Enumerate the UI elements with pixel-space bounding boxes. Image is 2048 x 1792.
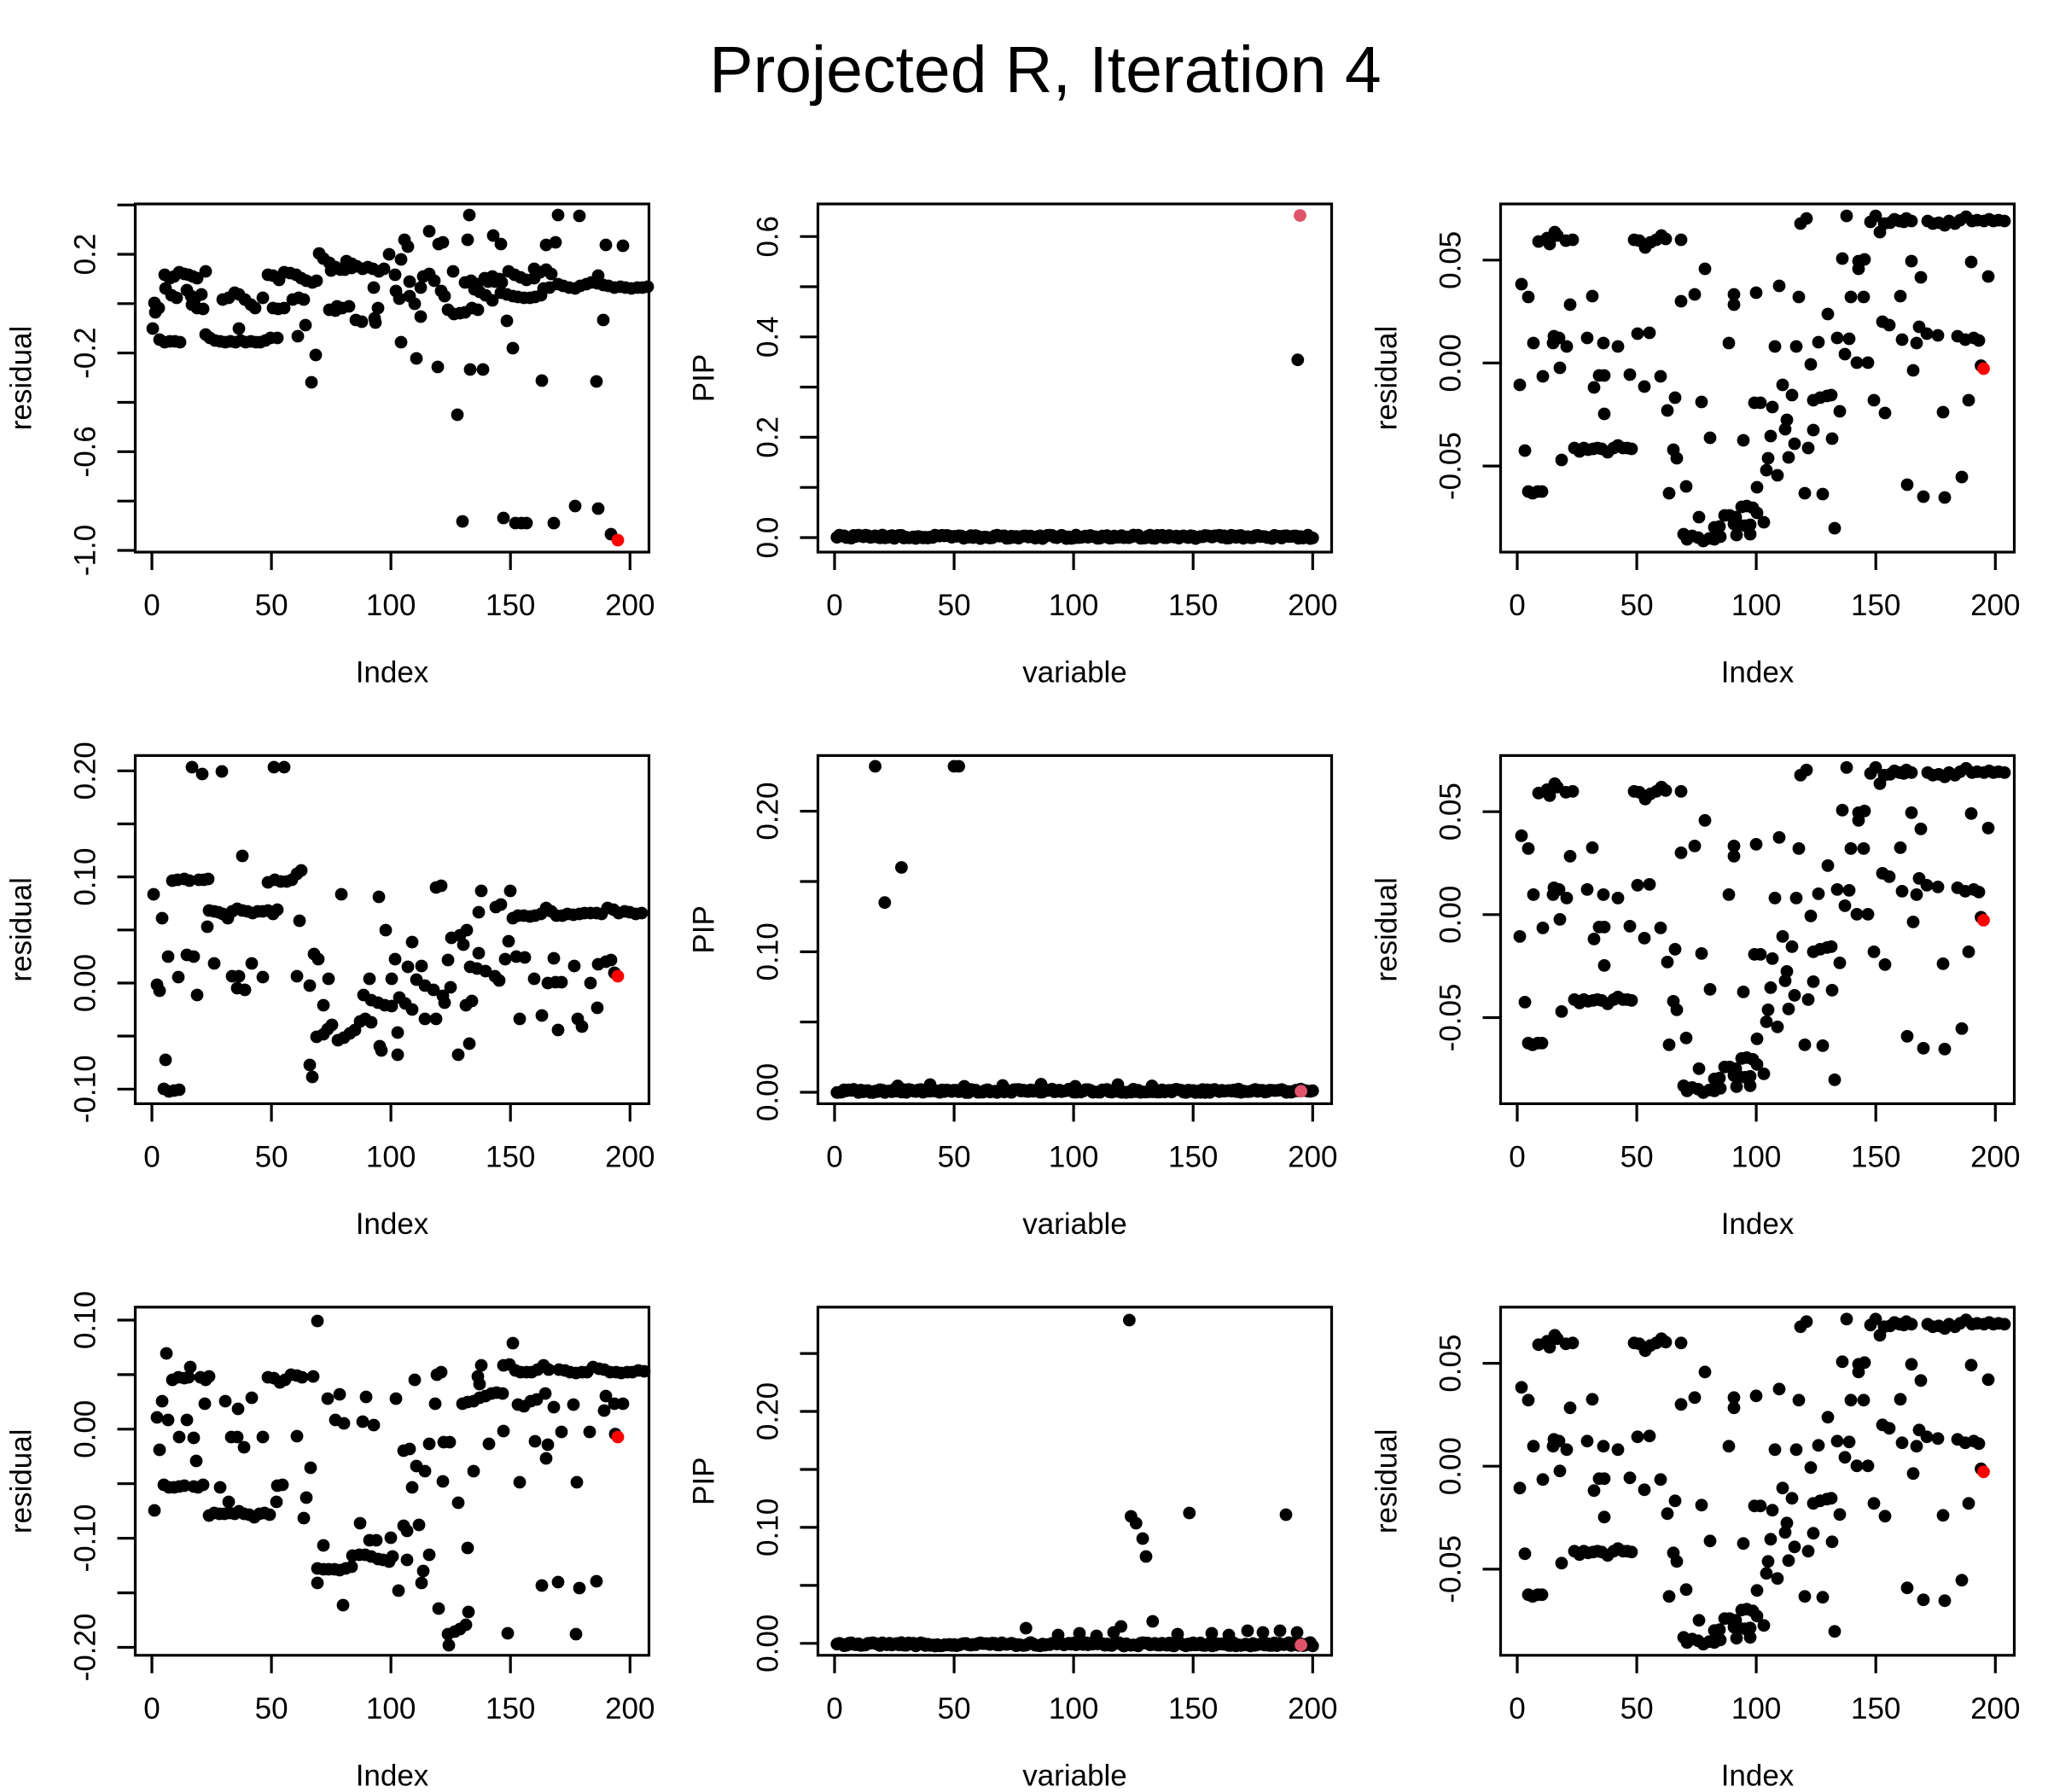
- svg-text:50: 50: [255, 1140, 288, 1173]
- svg-text:150: 150: [1168, 589, 1218, 622]
- svg-text:0: 0: [826, 1140, 842, 1173]
- svg-text:0.0: 0.0: [752, 517, 785, 559]
- svg-text:residual: residual: [1370, 1429, 1404, 1534]
- svg-text:0.00: 0.00: [752, 1615, 785, 1673]
- svg-text:150: 150: [1851, 1140, 1900, 1173]
- svg-text:150: 150: [486, 589, 535, 622]
- svg-text:0: 0: [143, 1140, 160, 1173]
- svg-text:50: 50: [938, 1140, 971, 1173]
- svg-text:50: 50: [938, 589, 971, 622]
- svg-text:0: 0: [826, 1692, 842, 1725]
- svg-text:200: 200: [605, 1692, 655, 1725]
- svg-text:residual: residual: [5, 877, 38, 982]
- svg-text:residual: residual: [1370, 326, 1404, 431]
- svg-text:200: 200: [1970, 1692, 2020, 1725]
- svg-text:0.00: 0.00: [1434, 886, 1468, 944]
- svg-text:200: 200: [1970, 1140, 2020, 1173]
- svg-text:200: 200: [605, 1140, 655, 1173]
- svg-text:100: 100: [1731, 1140, 1781, 1173]
- svg-text:100: 100: [366, 589, 416, 622]
- svg-text:residual: residual: [5, 326, 38, 431]
- svg-text:Index: Index: [1721, 1759, 1795, 1792]
- svg-text:100: 100: [1731, 1692, 1781, 1725]
- svg-text:0.10: 0.10: [752, 922, 785, 980]
- svg-text:0.4: 0.4: [752, 316, 785, 358]
- svg-text:-0.05: -0.05: [1434, 432, 1468, 500]
- svg-text:residual: residual: [1370, 877, 1404, 982]
- svg-text:-0.2: -0.2: [69, 328, 102, 379]
- svg-text:Projected R, Iteration 4: Projected R, Iteration 4: [709, 33, 1382, 107]
- svg-text:0: 0: [1509, 1140, 1525, 1173]
- svg-text:50: 50: [255, 589, 288, 622]
- svg-text:0.05: 0.05: [1434, 1335, 1468, 1393]
- svg-text:-0.10: -0.10: [69, 1504, 102, 1573]
- svg-text:0.00: 0.00: [752, 1063, 785, 1121]
- svg-text:150: 150: [486, 1140, 535, 1173]
- svg-text:Index: Index: [356, 1207, 429, 1241]
- svg-text:200: 200: [1288, 1140, 1337, 1173]
- svg-text:0.05: 0.05: [1434, 231, 1468, 289]
- svg-text:-1.0: -1.0: [69, 525, 102, 576]
- svg-text:0.00: 0.00: [69, 954, 102, 1012]
- svg-text:50: 50: [1620, 1692, 1654, 1725]
- svg-text:200: 200: [1288, 589, 1337, 622]
- svg-text:-0.05: -0.05: [1434, 984, 1468, 1052]
- svg-text:Index: Index: [356, 656, 429, 689]
- svg-text:50: 50: [938, 1692, 971, 1725]
- svg-text:Index: Index: [1721, 1207, 1795, 1241]
- svg-text:100: 100: [1049, 1140, 1098, 1173]
- svg-text:100: 100: [366, 1140, 416, 1173]
- svg-text:0.20: 0.20: [752, 1382, 785, 1440]
- svg-text:0: 0: [143, 1692, 160, 1725]
- svg-text:-0.20: -0.20: [69, 1614, 102, 1682]
- svg-text:150: 150: [1851, 1692, 1900, 1725]
- svg-text:-0.10: -0.10: [69, 1055, 102, 1123]
- svg-text:0.10: 0.10: [69, 848, 102, 906]
- svg-text:0.00: 0.00: [1434, 1437, 1468, 1495]
- svg-text:Index: Index: [356, 1759, 429, 1792]
- svg-text:variable: variable: [1022, 1759, 1127, 1792]
- svg-text:0.20: 0.20: [752, 783, 785, 841]
- svg-text:100: 100: [366, 1692, 416, 1725]
- svg-text:150: 150: [486, 1692, 535, 1725]
- svg-text:150: 150: [1168, 1140, 1218, 1173]
- svg-text:0.10: 0.10: [69, 1291, 102, 1349]
- svg-text:0.2: 0.2: [752, 416, 785, 458]
- svg-text:50: 50: [1620, 589, 1654, 622]
- svg-text:0.00: 0.00: [1434, 334, 1468, 392]
- svg-text:100: 100: [1049, 589, 1098, 622]
- svg-text:200: 200: [605, 589, 655, 622]
- svg-text:0.05: 0.05: [1434, 783, 1468, 841]
- svg-text:variable: variable: [1022, 1207, 1127, 1241]
- svg-text:0.6: 0.6: [752, 216, 785, 258]
- svg-text:50: 50: [1620, 1140, 1654, 1173]
- svg-text:PIP: PIP: [688, 354, 721, 402]
- svg-text:-0.05: -0.05: [1434, 1535, 1468, 1603]
- svg-text:0: 0: [826, 589, 842, 622]
- svg-text:Index: Index: [1721, 656, 1795, 689]
- svg-text:150: 150: [1168, 1692, 1218, 1725]
- svg-text:PIP: PIP: [688, 905, 721, 953]
- svg-text:residual: residual: [5, 1429, 38, 1534]
- svg-text:variable: variable: [1022, 656, 1127, 689]
- svg-text:0: 0: [143, 589, 160, 622]
- svg-text:150: 150: [1851, 589, 1900, 622]
- svg-text:100: 100: [1731, 589, 1781, 622]
- svg-text:PIP: PIP: [688, 1457, 721, 1505]
- svg-text:0.00: 0.00: [69, 1400, 102, 1458]
- svg-text:-0.6: -0.6: [69, 426, 102, 477]
- svg-text:0: 0: [1509, 1692, 1525, 1725]
- svg-text:100: 100: [1049, 1692, 1098, 1725]
- svg-text:50: 50: [255, 1692, 288, 1725]
- svg-text:200: 200: [1288, 1692, 1337, 1725]
- svg-text:0.20: 0.20: [69, 742, 102, 800]
- svg-text:0: 0: [1509, 589, 1525, 622]
- svg-text:0.10: 0.10: [752, 1498, 785, 1556]
- svg-text:0.2: 0.2: [69, 234, 102, 276]
- svg-text:200: 200: [1970, 589, 2020, 622]
